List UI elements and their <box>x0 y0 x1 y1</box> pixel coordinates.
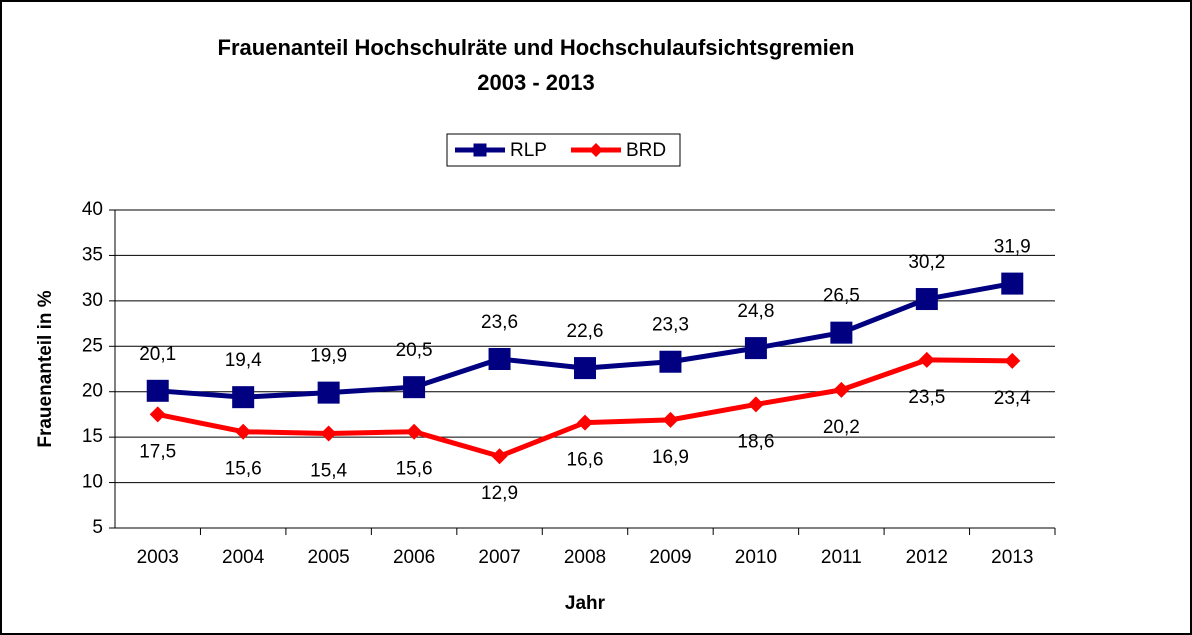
y-tick-label: 25 <box>82 335 103 356</box>
y-tick-label: 5 <box>92 517 103 538</box>
data-label: 22,6 <box>567 321 604 342</box>
data-point <box>662 411 679 428</box>
data-label: 16,6 <box>567 450 604 471</box>
data-point <box>406 423 423 440</box>
data-point <box>235 423 252 440</box>
data-label: 20,2 <box>823 417 860 438</box>
legend-label: RLP <box>510 140 547 161</box>
data-point <box>232 386 255 409</box>
y-tick-label: 20 <box>82 381 103 402</box>
x-tick-label: 2006 <box>393 547 435 568</box>
data-point <box>1004 352 1021 369</box>
x-tick-label: 2012 <box>906 547 948 568</box>
data-label: 20,5 <box>396 340 433 361</box>
x-tick-label: 2010 <box>735 547 777 568</box>
data-point <box>915 288 938 311</box>
y-tick-label: 30 <box>82 290 103 311</box>
x-tick-label: 2008 <box>564 547 606 568</box>
data-label: 23,6 <box>481 312 518 333</box>
data-label: 17,5 <box>139 441 176 462</box>
x-tick-label: 2005 <box>307 547 349 568</box>
data-point <box>491 448 508 465</box>
data-point <box>577 414 593 431</box>
data-label: 20,1 <box>139 344 176 365</box>
x-tick-label: 2007 <box>478 547 520 568</box>
x-tick-label: 2013 <box>991 547 1033 568</box>
x-axis-label: Jahr <box>565 593 606 614</box>
data-label: 19,9 <box>310 346 347 367</box>
data-label: 23,4 <box>994 388 1031 409</box>
data-point <box>744 337 767 360</box>
data-label: 15,6 <box>225 459 262 480</box>
data-label: 23,3 <box>652 315 689 336</box>
x-tick-label: 2009 <box>649 547 691 568</box>
data-label: 18,6 <box>737 431 774 452</box>
data-point <box>149 406 166 423</box>
data-point <box>317 381 340 404</box>
data-label: 24,8 <box>737 301 774 322</box>
data-point <box>403 376 426 399</box>
data-point <box>747 396 764 413</box>
data-label: 16,9 <box>652 447 689 468</box>
data-label: 12,9 <box>481 483 518 504</box>
chart-subtitle: 2003 - 2013 <box>477 70 594 95</box>
data-point <box>320 425 337 442</box>
legend-marker <box>589 143 603 157</box>
data-label: 26,5 <box>823 286 860 307</box>
data-point <box>488 348 511 371</box>
data-point <box>574 357 596 380</box>
data-label: 30,2 <box>908 252 945 273</box>
x-tick-label: 2004 <box>222 547 265 568</box>
data-point <box>833 381 850 398</box>
y-tick-label: 10 <box>82 472 103 493</box>
y-tick-label: 35 <box>82 244 103 265</box>
y-axis-label: Frauenanteil in % <box>35 290 56 447</box>
data-label: 15,6 <box>396 459 433 480</box>
data-label: 31,9 <box>994 237 1031 258</box>
x-tick-label: 2003 <box>137 547 179 568</box>
data-point <box>659 350 682 373</box>
data-point <box>146 379 169 402</box>
chart-title: Frauenanteil Hochschulräte und Hochschul… <box>218 35 855 60</box>
data-label: 23,5 <box>908 387 945 408</box>
data-point <box>830 321 853 344</box>
data-point <box>1001 272 1024 295</box>
legend-marker <box>473 143 487 157</box>
data-label: 19,4 <box>225 350 262 371</box>
legend-label: BRD <box>626 140 666 161</box>
data-label: 15,4 <box>310 461 347 482</box>
y-tick-label: 40 <box>82 199 103 220</box>
data-point <box>918 351 935 368</box>
y-tick-label: 15 <box>82 426 103 447</box>
x-tick-label: 2011 <box>821 547 862 568</box>
